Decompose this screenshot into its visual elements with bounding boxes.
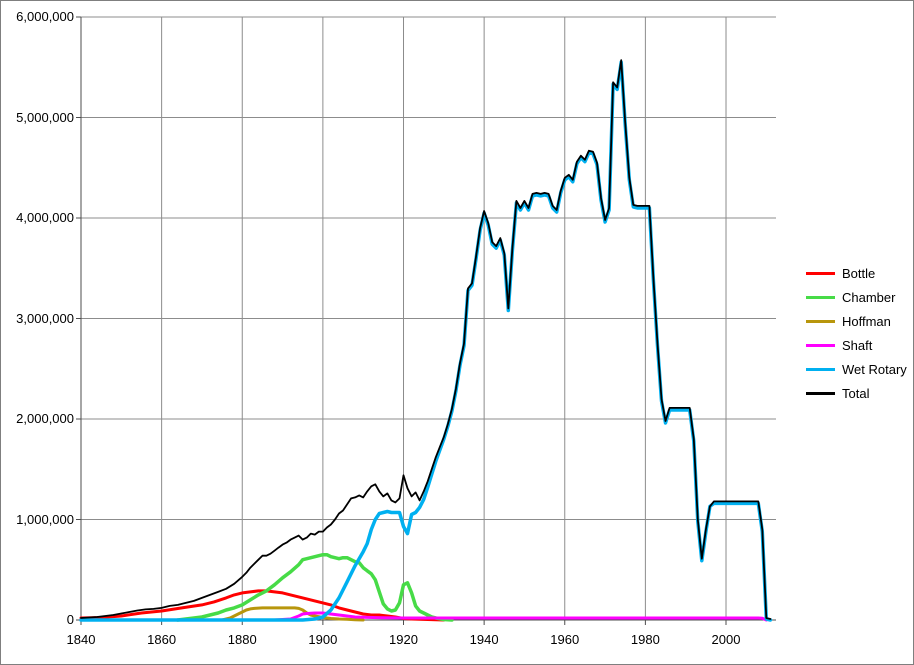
legend-label: Shaft: [842, 337, 873, 353]
x-axis-tick-label: 1940: [469, 632, 499, 647]
wet-rotary-line-swatch: [806, 367, 835, 371]
y-axis-tick-label: 6,000,000: [16, 9, 74, 24]
x-axis-tick-label: 1920: [389, 632, 418, 647]
x-axis-tick-label: 1860: [147, 632, 177, 647]
y-axis-tick-label: 4,000,000: [16, 210, 74, 225]
y-axis-tick-label: 2,000,000: [16, 411, 74, 426]
x-axis-tick-label: 1960: [550, 632, 580, 647]
legend-label: Wet Rotary: [842, 361, 907, 377]
y-axis-tick-label: 3,000,000: [16, 310, 74, 326]
x-axis-tick-label: 1900: [308, 632, 338, 647]
legend-label: Bottle: [842, 265, 876, 281]
x-axis-tick-label: 1980: [630, 632, 660, 647]
legend-label: Total: [842, 385, 870, 401]
chamber-line-swatch: [806, 295, 835, 299]
bottle-line-swatch: [806, 271, 835, 275]
y-axis-tick-label: 0: [66, 612, 74, 627]
legend-label: Chamber: [842, 289, 896, 305]
x-axis-tick-label: 1880: [227, 632, 257, 647]
legend-item-bottle: Bottle: [806, 261, 907, 285]
total-line-swatch: [806, 391, 835, 395]
legend-label: Hoffman: [842, 313, 891, 329]
legend-item-shaft: Shaft: [806, 333, 907, 357]
legend-item-total: Total: [806, 381, 907, 405]
shaft-line-swatch: [806, 343, 835, 347]
x-axis-tick-label: 1840: [66, 632, 96, 647]
series-line-bottle: [79, 589, 446, 622]
series-line-shaft: [273, 611, 768, 622]
series-line-chamber: [176, 552, 454, 622]
series-line-total: [80, 59, 772, 620]
chart-legend: Bottle Chamber Hoffman Shaft Wet Rotary …: [806, 261, 907, 405]
hoffman-line-swatch: [806, 319, 835, 323]
x-axis-tick-label: 2000: [711, 632, 741, 647]
legend-item-wet-rotary: Wet Rotary: [806, 357, 907, 381]
y-axis-tick-label: 5,000,000: [16, 109, 74, 125]
legend-item-chamber: Chamber: [806, 285, 907, 309]
y-axis-tick-label: 1,000,000: [16, 511, 74, 527]
legend-item-hoffman: Hoffman: [806, 309, 907, 333]
series-line-hoffman: [220, 606, 365, 622]
series-line-wet-rotary: [79, 60, 773, 622]
